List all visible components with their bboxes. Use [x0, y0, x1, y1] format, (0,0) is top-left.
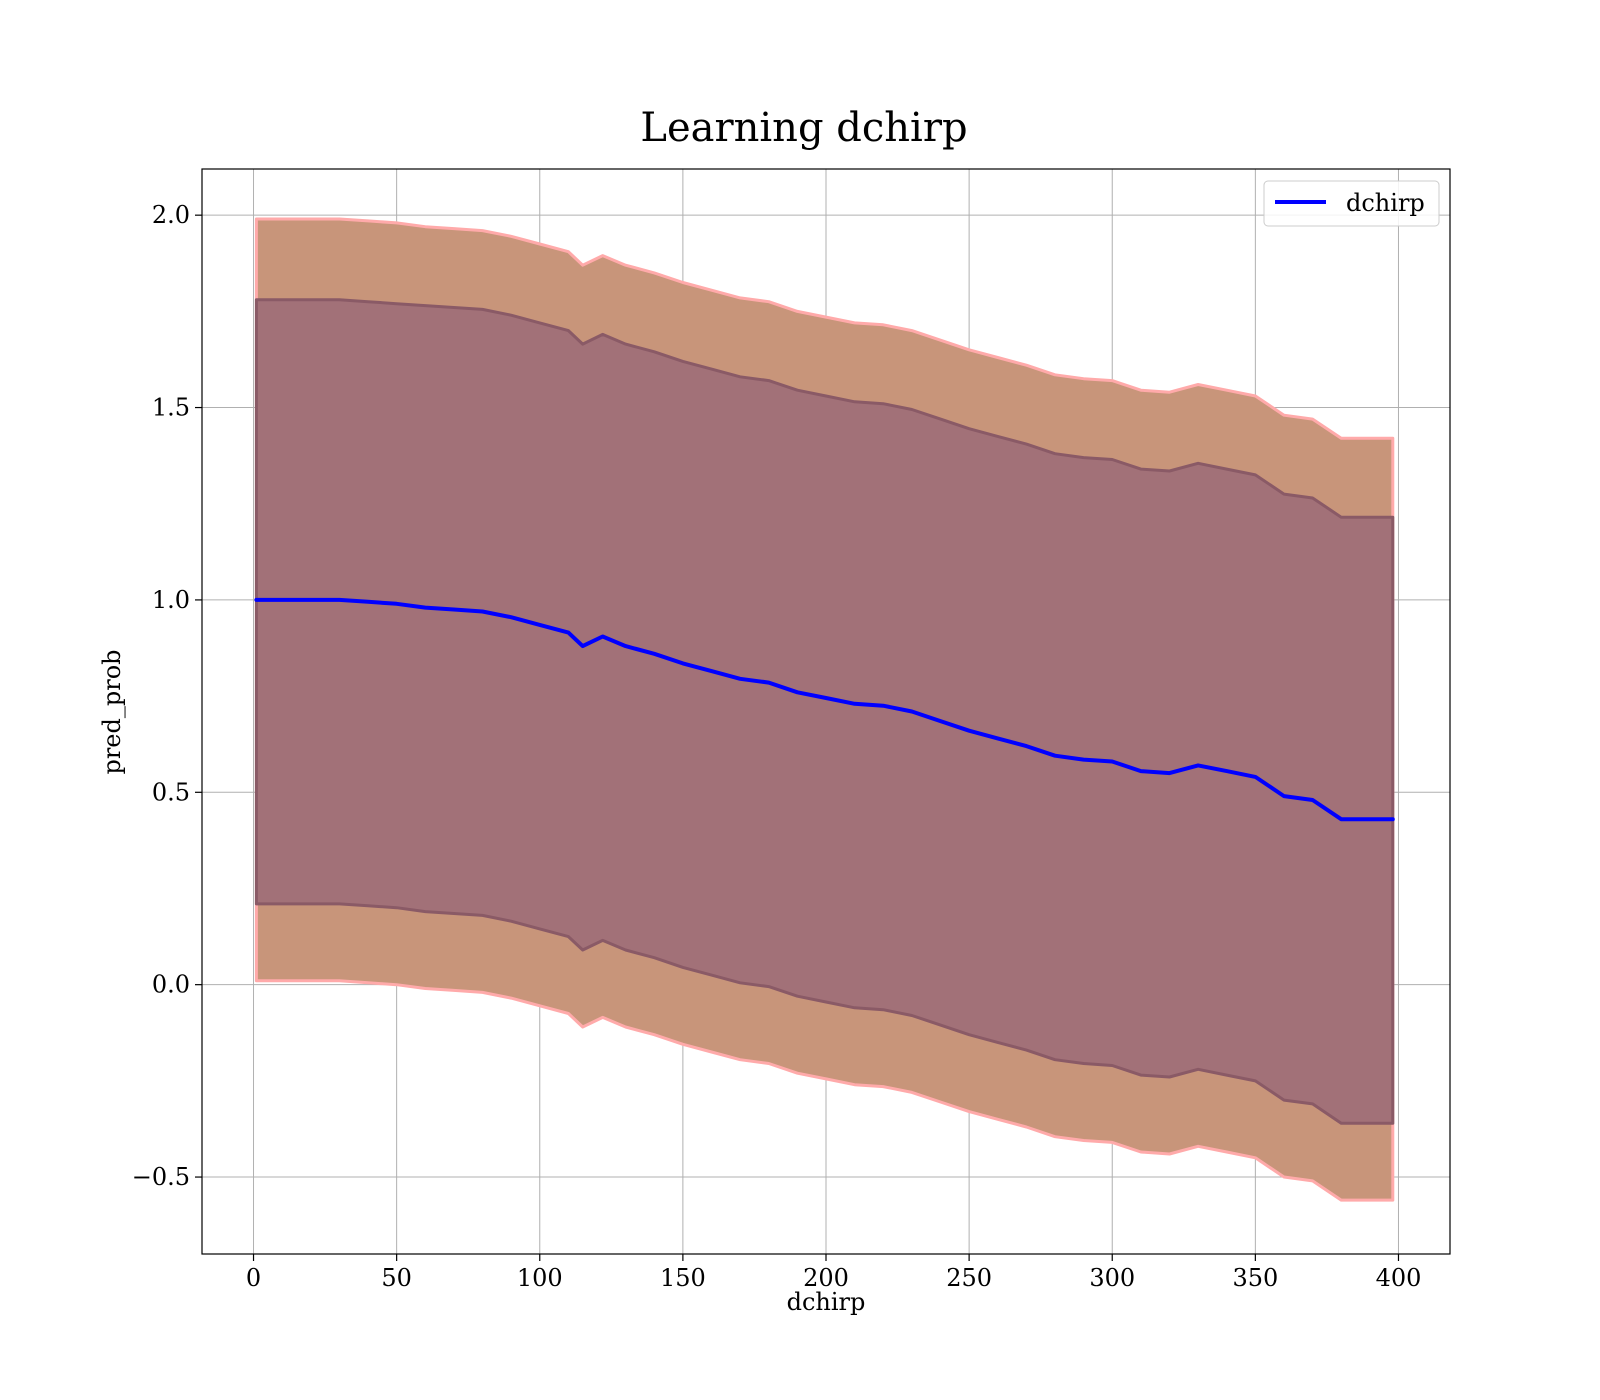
x-axis-label: dchirp: [787, 1288, 866, 1316]
x-tick-label: 150: [660, 1264, 706, 1292]
series-lines: [254, 597, 1395, 822]
chart-title: Learning dchirp: [640, 105, 967, 151]
y-tick-label: 1.5: [152, 394, 190, 422]
x-tick-label: 0: [246, 1264, 261, 1292]
x-tick-label: 350: [1232, 1264, 1278, 1292]
x-tick-label: 400: [1376, 1264, 1422, 1292]
inner-band: [254, 298, 1395, 1125]
legend: dchirp: [1263, 180, 1440, 227]
legend-box: [1263, 180, 1440, 227]
y-axis-ticks: −0.5 0.0 0.5 1.0 1.5 2.0: [132, 201, 202, 1191]
x-tick-label: 250: [946, 1264, 992, 1292]
x-tick-label: 300: [1089, 1264, 1135, 1292]
x-tick-label: 200: [803, 1264, 849, 1292]
x-tick-label: 50: [381, 1264, 412, 1292]
legend-label: dchirp: [1346, 189, 1425, 217]
y-tick-label: 1.0: [152, 586, 190, 614]
y-tick-label: 2.0: [152, 201, 190, 229]
y-tick-label: −0.5: [132, 1163, 190, 1191]
y-tick-label: 0.5: [152, 778, 190, 806]
x-axis-ticks: 0 50 100 150 200 250 300 350 400: [246, 1254, 1422, 1292]
y-axis-label: pred_prob: [98, 649, 126, 774]
x-tick-label: 100: [517, 1264, 563, 1292]
confidence-bands: [254, 217, 1395, 1202]
series-line-dchirp: [254, 597, 1395, 822]
y-tick-label: 0.0: [152, 971, 190, 999]
